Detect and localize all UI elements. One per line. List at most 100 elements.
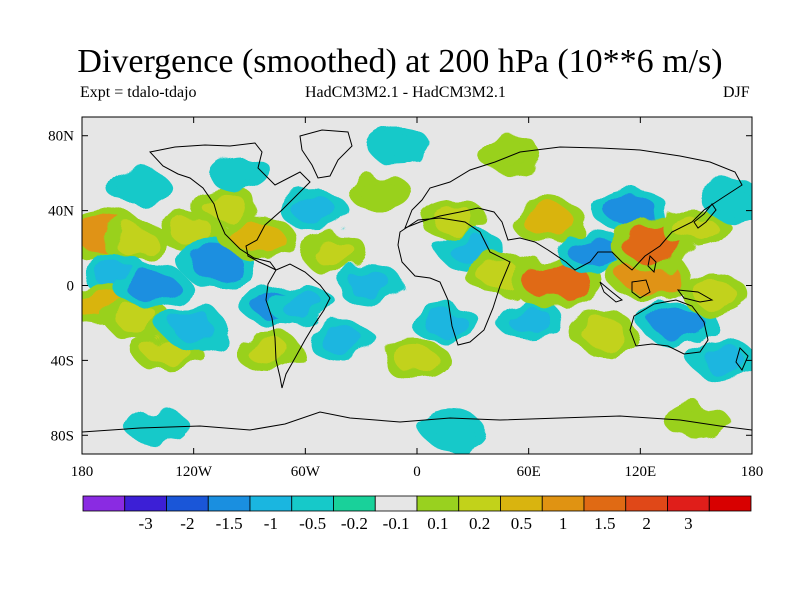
colorbar-swatch — [82, 495, 126, 512]
coastline-borneo — [631, 279, 651, 299]
field-patch — [692, 281, 737, 308]
season-label: DJF — [723, 84, 750, 101]
field-patch — [115, 306, 160, 333]
experiment-label: Expt = tdalo-tdajo — [80, 84, 197, 101]
colorbar-swatch — [625, 495, 668, 512]
colorbar-label: 0.1 — [427, 514, 448, 533]
coastlines — [82, 129, 752, 433]
field-patch — [395, 347, 439, 374]
colorbar: -3 -2 -1.5 -1 -0.5 -0.2 -0.1 0.1 0.2 0.5 1 1.5 2 3 — [82, 495, 752, 533]
coastline-north-america — [149, 142, 311, 271]
colorbar-swatch — [458, 495, 501, 512]
field-patch — [506, 306, 551, 333]
coastline-antarctica — [82, 411, 752, 433]
coastline-japan — [693, 203, 717, 229]
field-patch — [651, 307, 704, 338]
field-patch — [450, 238, 495, 265]
colorbar-swatch — [291, 495, 334, 512]
lat-tick-label: 0 — [67, 279, 75, 295]
colorbar-label: 3 — [684, 514, 693, 533]
colorbar-swatch — [333, 495, 376, 512]
field-patch — [567, 236, 620, 267]
colorbar-label: -0.2 — [341, 514, 368, 533]
colorbar-swatch — [207, 495, 251, 512]
lat-tick-label: 80S — [51, 428, 74, 444]
field-patch — [360, 180, 400, 204]
field-patch — [521, 204, 574, 235]
colorbar-swatch — [166, 495, 209, 512]
coastline-australia — [629, 299, 709, 355]
field-patch — [522, 262, 591, 301]
colorbar-label: 1.5 — [594, 514, 615, 533]
coastline-new-guinea — [676, 289, 714, 303]
colorbar-label: -3 — [139, 514, 153, 533]
colorbar-swatch — [416, 495, 460, 512]
coastline-africa — [397, 217, 511, 346]
lon-tick-label: 60W — [291, 464, 321, 480]
colorbar-label: 0.2 — [469, 514, 490, 533]
field-patch — [136, 414, 177, 438]
colorbar-swatch — [500, 495, 543, 512]
field-patch — [112, 227, 157, 254]
field-patch — [702, 347, 747, 374]
field-patch — [434, 419, 474, 444]
field-patch — [171, 313, 216, 340]
field-patch — [348, 272, 393, 299]
lon-tick-label: 0 — [413, 464, 421, 480]
lon-tick-label: 180 — [741, 464, 764, 480]
colorbar-swatch — [124, 495, 167, 512]
colorbar-label: 2 — [642, 514, 651, 533]
colorbar-label: -0.5 — [299, 514, 326, 533]
field-patch — [311, 238, 356, 265]
coastline-philippines — [647, 254, 657, 274]
lon-tick-label: 120E — [624, 464, 656, 480]
colorbar-label: 1 — [559, 514, 568, 533]
coastline-south-america — [265, 263, 331, 389]
chart-title: Divergence (smoothed) at 200 hPa (10**6 … — [77, 43, 723, 80]
colorbar-swatch — [249, 495, 293, 512]
field-patch — [279, 291, 324, 318]
map-panel: 80N 40N 0 40S 80S 180 120W 60W 0 60E 120E 180 — [48, 116, 763, 480]
field-patch — [220, 161, 260, 185]
lat-tick-label: 80N — [48, 129, 74, 145]
lon-tick-label: 120W — [175, 464, 213, 480]
colorbar-label: -0.1 — [383, 514, 410, 533]
lon-tick-label: 180 — [71, 464, 94, 480]
coastline-new-zealand — [735, 347, 749, 371]
coastline-greenland — [299, 129, 353, 179]
field-patch — [676, 408, 716, 433]
field-patch — [171, 220, 216, 247]
lat-tick-label: 40S — [51, 353, 74, 369]
model-label: HadCM3M2.1 - HadCM3M2.1 — [305, 84, 506, 101]
coastline-eurasia — [404, 146, 743, 271]
field-patch — [118, 174, 158, 199]
colorbar-swatch — [708, 495, 752, 512]
coastline-sumatra — [599, 281, 624, 303]
field-patch — [490, 142, 530, 167]
field-patch — [581, 319, 626, 346]
axis-ticks: 80N 40N 0 40S 80S 180 120W 60W 0 60E 120E 180 — [48, 117, 763, 480]
field-patch — [713, 189, 752, 214]
field-patch — [203, 193, 248, 220]
colorbar-swatch — [583, 495, 627, 512]
field-patch — [320, 328, 365, 355]
colorbar-label: 0.5 — [511, 514, 532, 533]
field-patch — [605, 195, 658, 226]
colorbar-label: -1.5 — [216, 514, 243, 533]
field-patch — [378, 133, 418, 157]
lon-tick-label: 60E — [517, 464, 541, 480]
field-patch — [143, 338, 188, 365]
colorbar-label: -1 — [264, 514, 278, 533]
field-patch — [124, 270, 177, 301]
colorbar-swatch — [374, 495, 418, 512]
field-patch — [246, 338, 291, 365]
field-patch — [674, 216, 719, 243]
field-patch — [190, 248, 242, 279]
colorbar-label: -2 — [180, 514, 194, 533]
lat-tick-label: 40N — [48, 204, 74, 220]
field-patch — [292, 197, 337, 224]
colorbar-swatch — [667, 495, 710, 512]
field-patch — [422, 309, 467, 336]
colorbar-swatch — [541, 495, 585, 512]
